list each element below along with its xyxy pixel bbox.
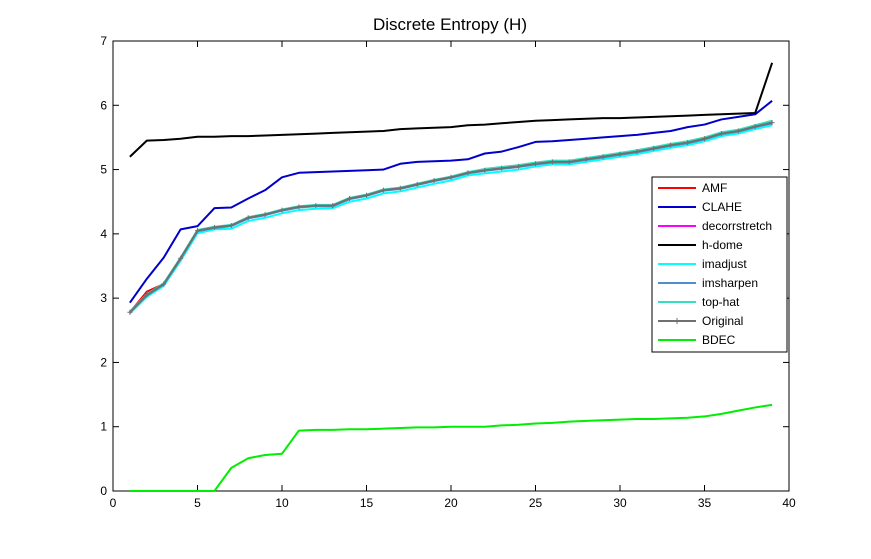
- legend-label: imadjust: [702, 257, 747, 271]
- x-tick-label: 10: [275, 496, 289, 510]
- data-point-marker: [685, 140, 691, 146]
- legend-marker: [674, 318, 680, 324]
- data-point-marker: [262, 212, 268, 218]
- data-point-marker: [600, 154, 606, 160]
- data-point-marker: [752, 124, 758, 129]
- y-tick-label: 4: [100, 227, 107, 241]
- legend-item: imsharpen: [658, 276, 758, 290]
- legend-item: top-hat: [658, 295, 740, 309]
- legend-label: h-dome: [702, 238, 743, 252]
- data-point-marker: [380, 187, 386, 193]
- data-point-marker: [245, 215, 251, 221]
- data-point-marker: [330, 203, 336, 209]
- data-point-marker: [347, 196, 353, 201]
- legend-item: imadjust: [658, 257, 747, 271]
- legend-item: CLAHE: [658, 200, 742, 214]
- series-original: [127, 120, 775, 315]
- data-point-marker: [499, 165, 505, 171]
- data-point-marker: [127, 309, 133, 315]
- data-point-marker: [566, 159, 572, 165]
- data-point-marker: [431, 178, 437, 183]
- legend-label: top-hat: [702, 295, 740, 309]
- x-tick-label: 35: [698, 496, 712, 510]
- x-tick-label: 20: [444, 496, 458, 510]
- y-tick-label: 3: [100, 291, 107, 305]
- legend-item: decorrstretch: [658, 219, 772, 233]
- y-tick-label: 7: [100, 34, 107, 48]
- data-point-marker: [583, 156, 589, 162]
- legend-label: decorrstretch: [702, 219, 772, 233]
- series-imadjust: [129, 124, 773, 315]
- data-point-marker: [549, 159, 555, 165]
- chart-title: Discrete Entropy (H): [373, 15, 527, 34]
- data-point-marker: [516, 163, 522, 169]
- x-tick-label: 0: [110, 496, 117, 510]
- data-point-marker: [533, 161, 538, 167]
- data-point-marker: [414, 181, 420, 187]
- data-point-marker: [448, 174, 454, 180]
- data-point-marker: [465, 170, 471, 176]
- y-tick-label: 6: [100, 98, 107, 112]
- data-point-marker: [144, 292, 150, 298]
- series-line: [129, 100, 773, 304]
- legend-item: h-dome: [658, 238, 743, 252]
- data-point-marker: [702, 136, 707, 142]
- series-line: [129, 124, 773, 315]
- data-point-marker: [279, 207, 285, 213]
- series-bdec: [129, 403, 773, 492]
- y-tick-label: 1: [100, 420, 107, 434]
- x-tick-label: 40: [782, 496, 796, 510]
- data-point-marker: [211, 224, 217, 230]
- data-point-marker: [617, 151, 623, 157]
- legend-label: BDEC: [702, 333, 736, 347]
- data-point-marker: [651, 145, 657, 151]
- data-point-marker: [228, 223, 234, 228]
- legend-label: AMF: [702, 181, 727, 195]
- series-clahe: [129, 100, 773, 304]
- data-point-marker: [296, 204, 302, 210]
- x-tick-label: 25: [529, 496, 543, 510]
- y-tick-label: 5: [100, 163, 107, 177]
- data-point-marker: [668, 142, 674, 148]
- data-point-marker: [313, 203, 319, 209]
- data-point-marker: [735, 128, 741, 134]
- series-line: [129, 62, 774, 158]
- data-point-marker: [161, 281, 167, 287]
- legend-label: CLAHE: [702, 200, 742, 214]
- data-point-marker: [718, 131, 724, 137]
- legend-item: AMF: [658, 181, 727, 195]
- x-tick-label: 15: [360, 496, 374, 510]
- data-point-marker: [482, 167, 488, 173]
- legend-label: imsharpen: [702, 276, 758, 290]
- x-tick-label: 30: [613, 496, 627, 510]
- series-line: [129, 403, 773, 492]
- series-h-dome: [129, 62, 774, 158]
- data-point-marker: [364, 192, 369, 198]
- y-tick-label: 2: [100, 355, 107, 369]
- data-point-marker: [178, 255, 184, 261]
- legend-item: BDEC: [658, 333, 736, 347]
- data-point-marker: [769, 120, 775, 126]
- data-point-marker: [397, 185, 403, 191]
- data-point-marker: [634, 149, 640, 155]
- legend-label: Original: [702, 314, 743, 328]
- y-tick-label: 0: [100, 484, 107, 498]
- data-point-marker: [195, 228, 200, 234]
- legend-item: Original: [658, 314, 743, 328]
- x-tick-label: 5: [194, 496, 201, 510]
